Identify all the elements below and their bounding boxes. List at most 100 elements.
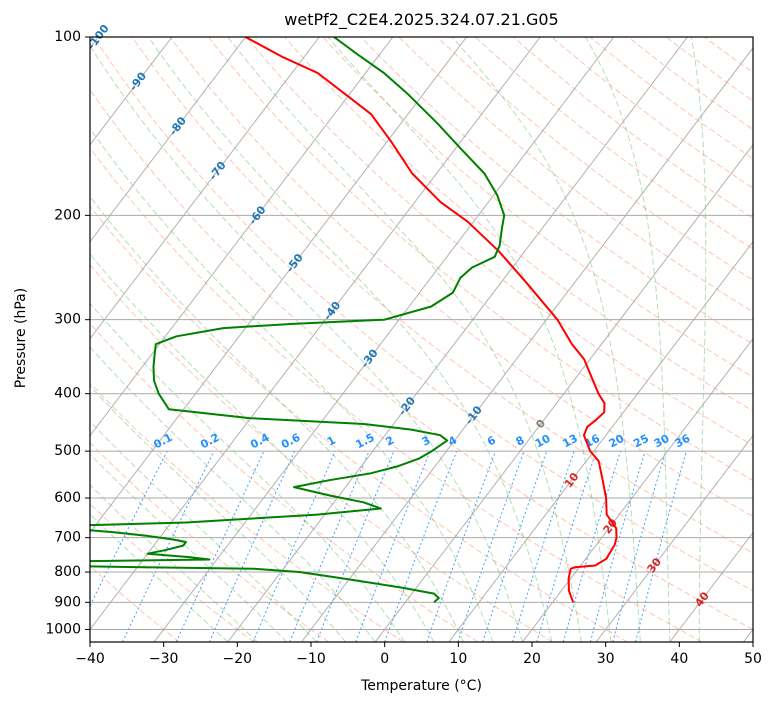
mixing-ratio-label: 0.4 <box>248 431 272 452</box>
mixing-ratio-label: 4 <box>446 433 459 448</box>
isotherm-line <box>448 240 753 642</box>
mixing-ratio-line <box>562 450 621 642</box>
isotherm-line <box>595 434 753 642</box>
isotherm-line <box>153 37 615 642</box>
mixing-ratio-line <box>457 450 525 642</box>
isotherm-line <box>90 37 246 243</box>
mixing-ratio-line <box>355 450 431 642</box>
isotherm-label: -10 <box>463 403 486 427</box>
x-axis-label: Temperature (°C) <box>361 678 482 694</box>
y-tick-label: 400 <box>54 386 81 402</box>
isotherm-label: 0 <box>533 417 548 431</box>
y-tick-label: 100 <box>54 29 81 45</box>
dry-adiabat <box>90 147 703 642</box>
moist-adiabat <box>90 127 494 642</box>
isotherm-label: -60 <box>246 203 269 227</box>
dry-adiabat <box>704 37 753 74</box>
mixing-ratio-label: 20 <box>607 432 627 451</box>
mixing-ratio-label: 0.6 <box>279 431 303 452</box>
isotherm-label: -50 <box>284 251 307 275</box>
mixing-ratio-label: 36 <box>673 432 693 451</box>
x-tick-label: −10 <box>296 651 326 667</box>
x-tick-label: 10 <box>449 651 467 667</box>
y-tick-label: 600 <box>54 490 81 506</box>
dry-adiabat <box>246 37 753 446</box>
mixing-ratio-label: 25 <box>631 432 651 451</box>
mixing-ratio-line <box>316 450 395 642</box>
isotherm-label: 40 <box>692 589 712 609</box>
dry-adiabat <box>90 503 255 642</box>
moist-adiabat <box>90 513 229 642</box>
isotherm-line <box>90 37 541 631</box>
y-tick-label: 500 <box>54 443 81 459</box>
isotherm-line <box>90 37 394 437</box>
mixing-ratio-line <box>122 450 215 642</box>
moist-adiabat <box>690 37 707 642</box>
dry-adiabat <box>169 37 753 517</box>
mixing-ratio-label: 6 <box>485 433 498 448</box>
x-tick-label: −30 <box>149 651 179 667</box>
chart-title: wetPf2_C2E4.2025.324.07.21.G05 <box>284 10 559 29</box>
mixing-ratio-line <box>589 450 646 642</box>
y-tick-label: 300 <box>54 312 81 328</box>
isotherm-line <box>227 37 688 642</box>
moist-adiabat <box>90 346 376 642</box>
dry-adiabat <box>90 442 329 642</box>
y-tick-label: 900 <box>54 594 81 610</box>
y-axis-label: Pressure (hPa) <box>13 287 29 389</box>
dry-adiabat <box>360 37 753 345</box>
dry-adiabat <box>513 37 753 219</box>
dry-adiabat <box>90 88 753 630</box>
moist-adiabat <box>147 37 553 642</box>
moist-adiabat <box>227 37 582 642</box>
isotherm-label: -30 <box>358 346 381 370</box>
isotherm-label: -90 <box>127 69 150 93</box>
isotherm-label: 10 <box>562 470 582 490</box>
x-tick-label: −40 <box>75 651 105 667</box>
mixing-ratio-label: 8 <box>514 434 527 449</box>
profile-lines <box>90 37 618 604</box>
plot-frame <box>89 36 754 643</box>
dry-adiabat <box>90 263 554 642</box>
moist-adiabat <box>90 253 435 642</box>
mixing-ratio-label: 10 <box>533 432 553 451</box>
dry-adiabat <box>322 37 753 378</box>
moist-adiabat <box>90 484 258 642</box>
isotherm-line <box>669 531 753 642</box>
isotherm-line <box>522 337 753 642</box>
y-tick-label: 1000 <box>45 621 81 637</box>
mixing-ratio-line <box>90 450 168 607</box>
x-tick-label: 30 <box>597 651 615 667</box>
dry-adiabat <box>90 205 628 642</box>
moist-adiabat <box>90 195 464 642</box>
isotherm-label: -20 <box>396 394 419 418</box>
isotherm-line <box>743 628 753 642</box>
moist-adiabat <box>90 453 288 642</box>
dry-adiabat <box>436 37 753 281</box>
mixing-ratio-line <box>208 450 296 642</box>
x-tick-label: −20 <box>223 651 253 667</box>
moist-adiabat <box>585 37 671 642</box>
x-tick-label: 40 <box>670 651 688 667</box>
mixing-ratio-line <box>536 450 597 642</box>
isotherm-line <box>374 143 753 642</box>
mixing-ratio-line <box>635 450 687 642</box>
isotherm-line <box>90 37 467 534</box>
dewpoint-line <box>90 37 506 604</box>
moist-adiabat <box>90 420 317 642</box>
isotherm-line <box>90 37 320 340</box>
mixing-ratio-label: 13 <box>560 432 580 451</box>
mixing-ratio-label: 30 <box>652 432 672 451</box>
isotherm-line <box>301 47 753 642</box>
moist-adiabat <box>90 44 523 642</box>
x-tick-label: 20 <box>523 651 541 667</box>
dry-adiabat <box>90 565 180 642</box>
dry-adiabat <box>90 322 479 642</box>
mixing-ratio-line <box>612 450 667 642</box>
mixing-ratio-line <box>384 450 458 642</box>
moist-adiabat <box>451 37 641 642</box>
background-guides <box>90 37 753 642</box>
isotherm-line <box>90 37 173 146</box>
y-tick-label: 800 <box>54 564 81 580</box>
